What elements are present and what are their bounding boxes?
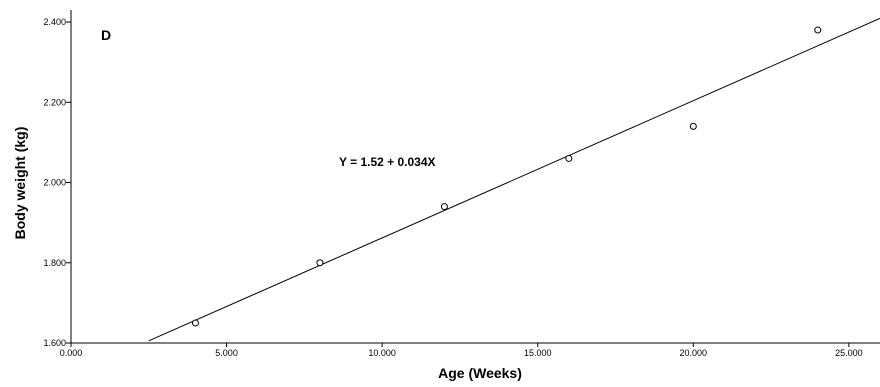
y-ticks: 1.600 1.800 2.000 2.200 2.400	[43, 17, 71, 348]
x-tick-label: 10.000	[368, 348, 396, 358]
y-tick-label: 1.600	[43, 338, 66, 348]
data-point	[191, 319, 199, 327]
panel-label: D	[101, 27, 111, 43]
y-tick-label: 2.000	[43, 178, 66, 188]
x-ticks: 0.000 5.000 10.000 15.000 20.000 25.000	[60, 343, 863, 358]
data-point	[440, 203, 448, 211]
x-tick-label: 5.000	[215, 348, 238, 358]
x-tick-label: 15.000	[524, 348, 552, 358]
axes	[70, 10, 880, 344]
regression-equation: Y = 1.52 + 0.034X	[339, 155, 436, 169]
x-tick-label: 0.000	[60, 348, 83, 358]
y-tick-label: 2.200	[43, 97, 66, 107]
data-point	[565, 154, 573, 162]
data-point	[316, 259, 324, 267]
x-axis-title: Age (Weeks)	[438, 365, 522, 381]
data-point	[689, 122, 697, 130]
x-tick-label: 25.000	[835, 348, 863, 358]
regression-line	[148, 17, 880, 342]
data-points	[191, 26, 822, 327]
fit-line-group	[148, 17, 880, 342]
y-tick-label: 1.800	[43, 258, 66, 268]
data-point	[814, 26, 822, 34]
y-tick-label: 2.400	[43, 17, 66, 27]
x-tick-label: 20.000	[680, 348, 708, 358]
y-axis-title: Body weight (kg)	[12, 127, 28, 240]
